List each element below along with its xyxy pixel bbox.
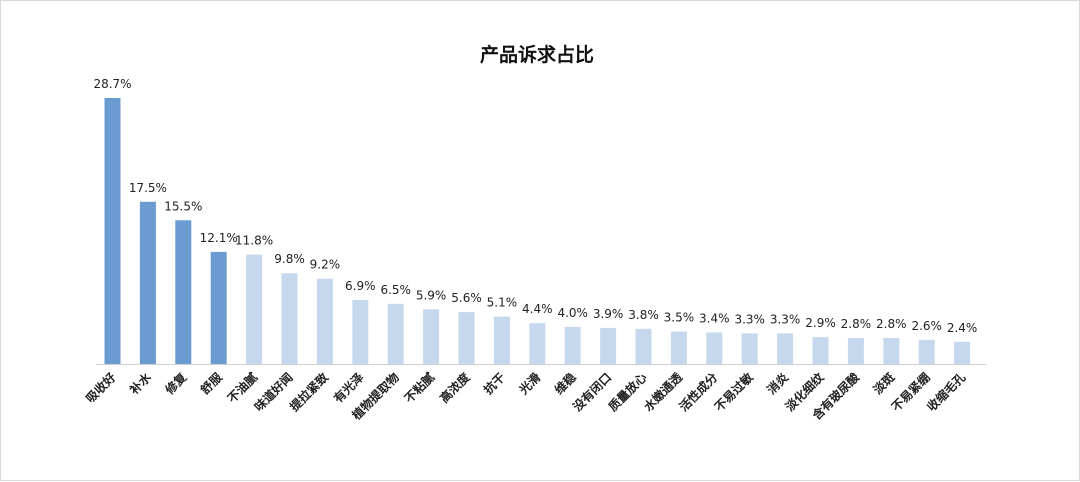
data-label: 2.4%	[947, 321, 978, 335]
bar	[635, 328, 652, 364]
data-label: 9.2%	[310, 258, 341, 272]
bar	[741, 333, 758, 364]
category-tick-label: 高浓度	[437, 369, 474, 406]
data-label: 28.7%	[93, 77, 131, 91]
category-tick-label: 吸收好	[83, 370, 119, 406]
category-tick-label: 收缩毛孔	[924, 370, 969, 415]
data-label: 17.5%	[129, 181, 167, 195]
data-label: 11.8%	[235, 234, 273, 248]
bar	[812, 337, 829, 364]
data-label: 2.9%	[805, 316, 836, 330]
bar	[104, 98, 121, 364]
data-label: 3.3%	[734, 312, 765, 326]
category-tick-label: 补水	[126, 369, 155, 398]
bar	[564, 326, 581, 364]
bar	[458, 312, 475, 364]
data-label: 3.8%	[628, 308, 659, 322]
data-label: 9.8%	[274, 252, 305, 266]
category-tick-label: 光滑	[515, 370, 543, 398]
bar	[210, 251, 227, 364]
data-label: 15.5%	[164, 199, 202, 213]
data-label: 5.6%	[451, 291, 482, 305]
bar	[600, 327, 617, 364]
category-tick-label: 不粘腻	[401, 370, 437, 406]
bar	[493, 316, 510, 364]
bar	[281, 273, 298, 364]
data-label: 3.9%	[593, 307, 624, 321]
bar	[175, 220, 192, 364]
bars-group	[104, 98, 971, 364]
bar	[423, 309, 440, 364]
data-label: 6.5%	[380, 283, 411, 297]
chart-title: 产品诉求占比	[480, 43, 594, 66]
category-tick-label: 提拉紧致	[286, 369, 331, 414]
data-label: 2.8%	[876, 317, 907, 331]
data-label: 5.9%	[416, 288, 447, 302]
bar	[918, 339, 935, 364]
category-tick-label: 维稳	[551, 370, 579, 398]
data-label: 2.6%	[911, 319, 942, 333]
bar	[139, 201, 156, 364]
category-tick-label: 质量放心	[605, 370, 650, 415]
category-tick-label: 抗干	[480, 370, 508, 398]
data-label: 5.1%	[487, 296, 518, 310]
bar	[352, 300, 369, 364]
data-label: 3.3%	[770, 312, 801, 326]
category-tick-label: 修复	[161, 369, 190, 398]
bar	[883, 338, 900, 364]
bar	[777, 333, 794, 364]
data-label: 3.5%	[664, 311, 695, 325]
category-tick-label: 不易紧绷	[888, 370, 933, 415]
category-tick-label: 淡斑	[870, 370, 898, 398]
data-label: 4.4%	[522, 302, 553, 316]
bar	[316, 278, 333, 364]
bar	[246, 254, 263, 364]
data-label: 2.8%	[841, 317, 872, 331]
data-label: 4.0%	[557, 306, 588, 320]
data-label: 3.4%	[699, 312, 730, 326]
data-label: 12.1%	[200, 231, 238, 245]
bar	[954, 341, 971, 364]
bar	[529, 323, 546, 364]
category-tick-label: 消炎	[764, 370, 792, 398]
value-labels-group: 28.7% 17.5% 15.5% 12.1%11.8%9.8% 9.2% 6.9% 6.5…	[93, 77, 977, 335]
bar	[847, 338, 864, 364]
category-tick-label: 味道好闻	[251, 370, 296, 415]
bar	[387, 303, 404, 364]
category-tick-label: 不易过敏	[711, 369, 756, 414]
bar	[706, 332, 723, 364]
category-tick-label: 舒服	[197, 369, 226, 398]
data-label: 6.9%	[345, 279, 376, 293]
category-tick-label: 没有闭口	[570, 370, 615, 415]
category-tick-label: 活性成分	[676, 370, 721, 415]
bar	[670, 331, 687, 364]
